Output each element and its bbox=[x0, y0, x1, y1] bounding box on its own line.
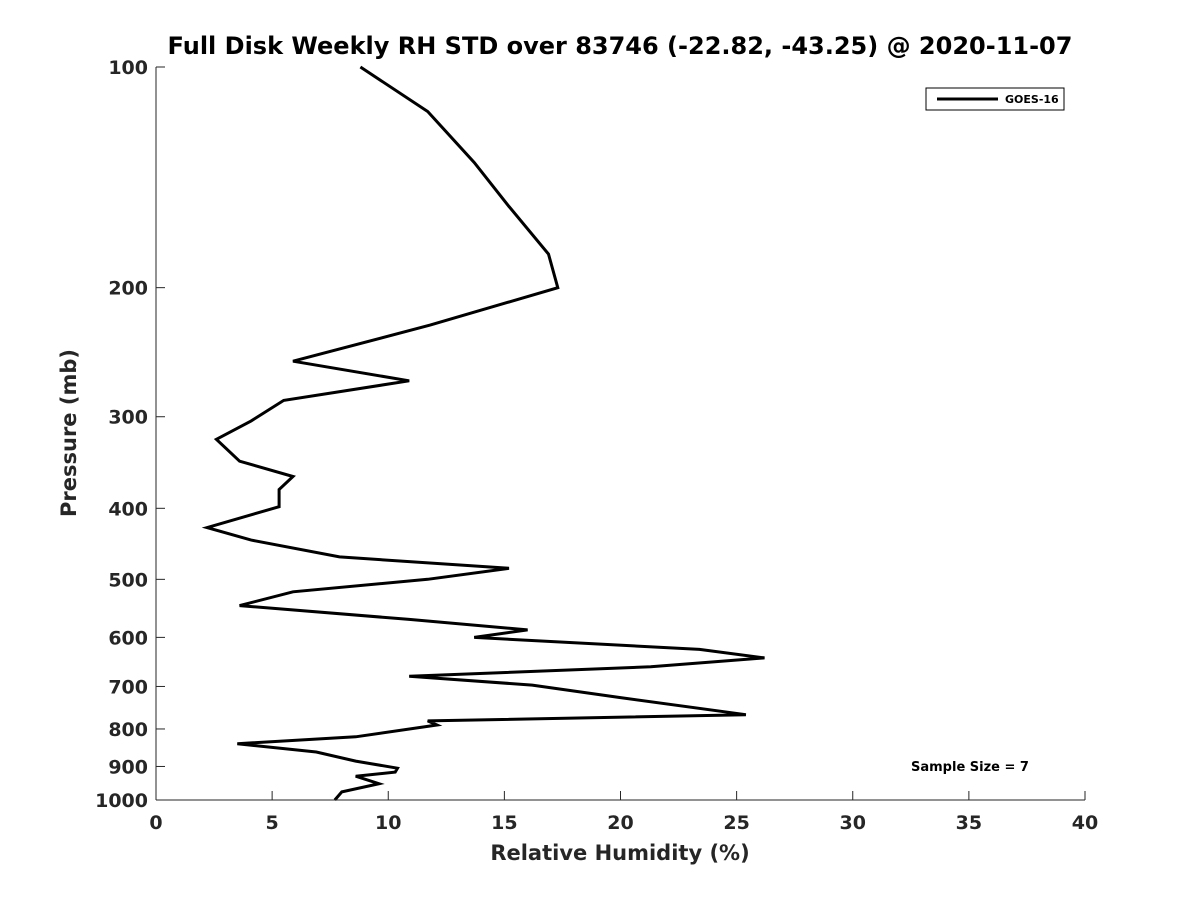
x-axis-ticks: 0 5 10 15 20 25 30 35 40 bbox=[149, 791, 1098, 834]
x-tick-label: 30 bbox=[840, 812, 866, 834]
legend-label-goes-16: GOES-16 bbox=[1005, 93, 1059, 106]
y-tick-label: 200 bbox=[108, 278, 148, 300]
y-tick-label: 800 bbox=[108, 719, 148, 741]
x-tick-label: 15 bbox=[491, 812, 517, 834]
x-tick-label: 5 bbox=[266, 812, 279, 834]
y-tick-label: 1000 bbox=[95, 790, 148, 812]
sample-size-annotation: Sample Size = 7 bbox=[911, 760, 1029, 775]
y-tick-label: 500 bbox=[108, 569, 148, 591]
y-tick-label: 400 bbox=[108, 498, 148, 520]
y-tick-label: 700 bbox=[108, 676, 148, 698]
series-line-goes-16 bbox=[201, 65, 765, 801]
y-tick-label: 100 bbox=[108, 57, 148, 79]
x-tick-label: 0 bbox=[149, 812, 162, 834]
plot-background bbox=[156, 67, 1085, 800]
y-tick-label: 600 bbox=[108, 627, 148, 649]
x-tick-label: 25 bbox=[723, 812, 749, 834]
x-tick-label: 10 bbox=[375, 812, 401, 834]
x-tick-label: 35 bbox=[956, 812, 982, 834]
chart-title: Full Disk Weekly RH STD over 83746 (-22.… bbox=[168, 32, 1073, 60]
x-axis-title: Relative Humidity (%) bbox=[490, 841, 749, 865]
x-tick-label: 40 bbox=[1072, 812, 1098, 834]
x-tick-label: 20 bbox=[607, 812, 633, 834]
y-tick-label: 900 bbox=[108, 756, 148, 778]
legend: GOES-16 bbox=[925, 87, 1065, 111]
y-axis-ticks: 100 200 300 400 500 600 700 800 900 1000 bbox=[95, 57, 165, 812]
y-axis-title: Pressure (mb) bbox=[57, 349, 81, 517]
plot-area bbox=[155, 65, 1085, 801]
y-tick-label: 300 bbox=[108, 407, 148, 429]
